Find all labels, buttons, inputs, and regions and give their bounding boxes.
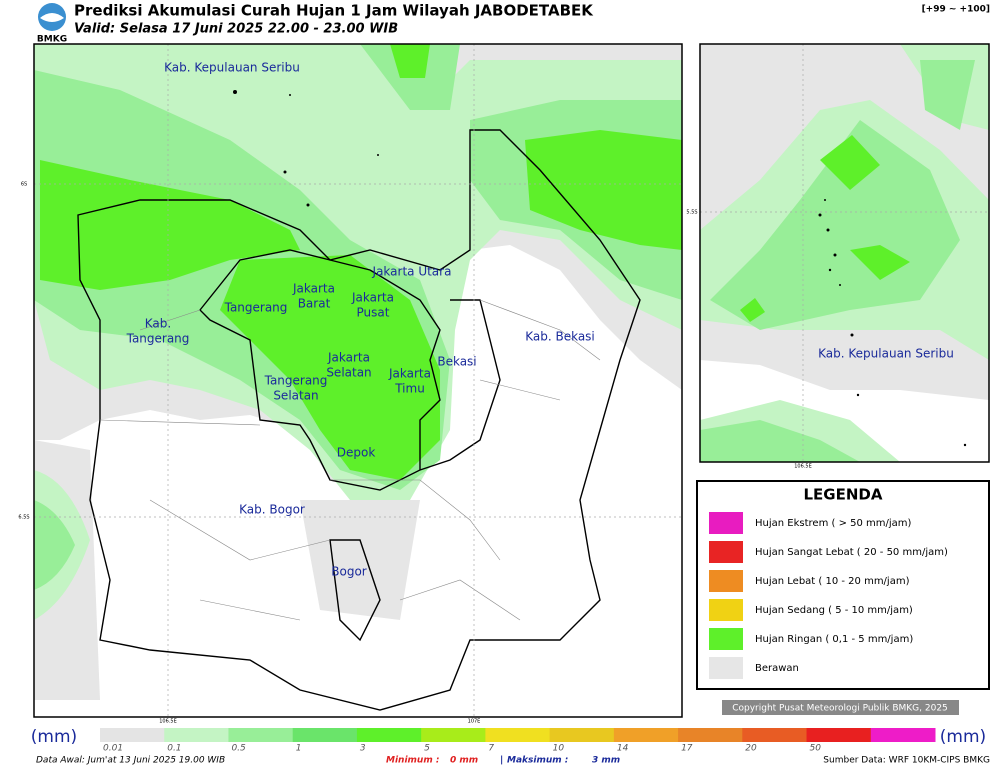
colorbar-label: 0.1 — [167, 744, 181, 754]
region-label: Bogor — [331, 565, 367, 579]
source: Sumber Data: WRF 10KM-CIPS BMKG — [823, 756, 990, 766]
colorbar-label: 1 — [296, 744, 302, 754]
max-label: Maksimum : — [507, 756, 568, 766]
inset-label: Kab. Kepulauan Seribu — [818, 347, 954, 361]
separator: | — [500, 756, 503, 766]
colorbar-segment — [870, 728, 936, 742]
colorbar-segment — [228, 728, 294, 742]
region-label: Timu — [394, 382, 425, 396]
region-label: Jakarta — [351, 291, 394, 305]
colorbar-label: 7 — [488, 744, 494, 754]
region-label: Kab. — [145, 317, 171, 331]
legend-box — [696, 480, 990, 690]
unit-right: (mm) — [940, 727, 986, 747]
region-label: Jakarta — [327, 351, 370, 365]
min-value: 0 mm — [450, 756, 478, 766]
colorbar-segment — [806, 728, 872, 742]
legend-swatch — [709, 657, 743, 679]
legend-swatch — [709, 541, 743, 563]
inset-map — [700, 44, 989, 462]
colorbar-segment — [421, 728, 486, 742]
colorbar-label: 20 — [745, 744, 757, 754]
colorbar-label: 50 — [810, 744, 822, 754]
map-frame — [33, 43, 683, 718]
max-value: 3 mm — [592, 756, 620, 766]
range: [+99 ~ +100] — [922, 5, 990, 15]
legend-label: Berawan — [755, 663, 799, 674]
legend-label: Hujan Lebat ( 10 - 20 mm/jam) — [755, 576, 910, 587]
region-label: Tangerang — [126, 332, 190, 346]
region-label: Barat — [298, 297, 331, 311]
colorbar-segment — [485, 728, 551, 742]
legend-title: LEGENDA — [804, 486, 883, 504]
colorbar-segment — [549, 728, 615, 742]
region-label: Depok — [337, 446, 376, 460]
copyright: Copyright Pusat Meteorologi Publik BMKG,… — [732, 704, 948, 714]
region-label: Jakarta Utara — [372, 265, 452, 279]
region-label: Bekasi — [437, 355, 476, 369]
colorbar-segment — [678, 728, 743, 742]
colorbar-segment — [292, 728, 358, 742]
colorbar-segment — [613, 728, 679, 742]
lat-tick: 6.5S — [18, 515, 29, 521]
region-label: Jakarta — [292, 282, 335, 296]
legend-label: Hujan Sedang ( 5 - 10 mm/jam) — [755, 605, 913, 616]
legend-swatch — [709, 599, 743, 621]
region-label: Selatan — [326, 366, 371, 380]
legend-swatch — [709, 570, 743, 592]
legend-swatch — [709, 628, 743, 650]
lat-tick: 6S — [21, 182, 27, 188]
min-label: Minimum : — [386, 756, 439, 766]
logo: BMKG — [37, 3, 67, 45]
colorbar-label: 17 — [681, 744, 693, 754]
legend-label: Hujan Ekstrem ( > 50 mm/jam) — [755, 518, 912, 529]
unit-left: (mm) — [31, 727, 77, 747]
lon-tick: 107E — [468, 719, 481, 725]
lon-tick: 106.5E — [159, 719, 176, 725]
legend-label: Hujan Ringan ( 0,1 - 5 mm/jam) — [755, 634, 913, 645]
region-label: Jakarta — [388, 367, 431, 381]
lon-tick: 106.5E — [794, 464, 811, 470]
region-label: Tangerang — [224, 301, 288, 315]
colorbar-segment — [164, 728, 229, 742]
subtitle: Valid: Selasa 17 Juni 2025 22.00 - 23.00… — [74, 22, 398, 37]
region-label: Selatan — [273, 389, 318, 403]
colorbar-label: 0.01 — [103, 744, 123, 754]
title: Prediksi Akumulasi Curah Hujan 1 Jam Wil… — [74, 2, 594, 20]
colorbar-segment — [742, 728, 808, 742]
lat-tick: 5.5S — [686, 210, 697, 216]
colorbar-label: 10 — [553, 744, 565, 754]
region-label: Tangerang — [264, 374, 328, 388]
region-label: Kab. Bogor — [239, 503, 305, 517]
colorbar-label: 5 — [424, 744, 430, 754]
legend-label: Hujan Sangat Lebat ( 20 - 50 mm/jam) — [755, 547, 948, 558]
data-start: Data Awal: Jum'at 13 Juni 2025 19.00 WIB — [36, 756, 225, 766]
region-label: Kab. Kepulauan Seribu — [164, 61, 300, 75]
colorbar-segment — [356, 728, 422, 742]
copyright-box — [722, 700, 959, 715]
inset-frame — [699, 43, 990, 463]
region-label: Kab. Bekasi — [525, 330, 595, 344]
colorbar-label: 0.5 — [231, 744, 246, 754]
colorbar-label: 14 — [617, 744, 629, 754]
legend-swatch — [709, 512, 743, 534]
colorbar-label: 3 — [360, 744, 366, 754]
region-label: Pusat — [357, 306, 390, 320]
logo-text: BMKG — [37, 35, 67, 45]
colorbar-segment — [100, 728, 165, 742]
main-map — [34, 44, 682, 717]
